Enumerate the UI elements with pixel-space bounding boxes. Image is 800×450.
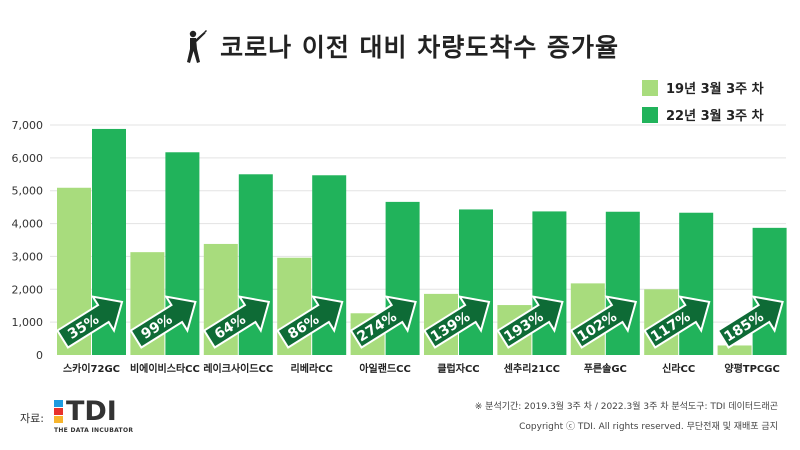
analysis-period-note: ※ 분석기간: 2019.3월 3주 차 / 2022.3월 3주 차 분석도구… (474, 402, 778, 412)
growth-arrow-shape (349, 295, 417, 349)
tdi-logo-bars-icon (53, 400, 63, 424)
x-tick-label: 센추리21CC (504, 362, 560, 375)
growth-arrow: 35% (55, 295, 124, 349)
x-tick-label: 비에이비스타CC (130, 362, 200, 375)
x-tick-label: 클럽자CC (437, 362, 479, 375)
legend-label-2022: 22년 3월 3주 차 (666, 109, 764, 124)
bar-2022 (679, 212, 714, 355)
bar-2022 (532, 211, 567, 355)
source-block: 자료: TDI THE DATA INCUBATOR (20, 396, 134, 435)
bar-2022 (752, 227, 787, 355)
y-tick-label: 6,000 (12, 152, 44, 165)
x-tick-label: 푸른솔GC (584, 362, 627, 375)
title-area: 코로나 이전 대비 차량도착수 증가율 (0, 28, 800, 64)
y-tick-label: 0 (36, 349, 43, 362)
x-tick-label: 스카이72GC (63, 362, 120, 375)
bar-2019 (717, 345, 752, 355)
footer-notes: ※ 분석기간: 2019.3월 3주 차 / 2022.3월 3주 차 분석도구… (475, 397, 778, 437)
y-tick-label: 7,000 (12, 119, 44, 132)
x-tick-label: 신라CC (662, 362, 695, 375)
growth-arrow-shape (129, 295, 197, 349)
y-tick-label: 4,000 (12, 218, 44, 231)
y-tick-label: 2,000 (12, 283, 44, 296)
legend: 19년 3월 3주 차 22년 3월 3주 차 (642, 78, 764, 132)
y-tick-label: 3,000 (12, 250, 44, 263)
y-tick-label: 1,000 (12, 316, 44, 329)
x-tick-label: 아일랜드CC (359, 362, 410, 375)
copyright-note: Copyright ⓒ TDI. All rights reserved. 무단… (519, 422, 778, 432)
y-tick-label: 5,000 (12, 185, 44, 198)
x-tick-label: 리베라CC (291, 362, 333, 375)
x-tick-label: 양평TPCGC (724, 362, 779, 375)
x-tick-label: 레이크사이드CC (203, 362, 273, 375)
growth-arrow-shape (276, 295, 344, 349)
tdi-logo-subtext: THE DATA INCUBATOR (53, 427, 134, 434)
growth-arrow-shape (55, 295, 124, 349)
bar-2022 (385, 201, 420, 355)
legend-label-2019: 19년 3월 3주 차 (666, 82, 764, 97)
legend-swatch-2019 (642, 79, 658, 96)
legend-item-2022: 22년 3월 3주 차 (642, 105, 764, 124)
tdi-logo-text: TDI (65, 396, 117, 427)
growth-arrow-shape (569, 295, 638, 349)
bar-2022 (605, 211, 640, 355)
growth-arrow-shape (643, 295, 711, 349)
golfer-icon (187, 30, 208, 63)
growth-arrow-shape (496, 295, 564, 349)
source-label: 자료: (20, 412, 44, 425)
growth-arrow-shape (202, 295, 271, 349)
growth-arrow-shape (422, 295, 491, 349)
bar-2022 (459, 209, 493, 355)
chart-title: 코로나 이전 대비 차량도착수 증가율 (220, 33, 619, 62)
legend-item-2019: 19년 3월 3주 차 (642, 78, 764, 97)
growth-arrow-shape (716, 295, 784, 349)
legend-swatch-2022 (642, 106, 658, 123)
tdi-logo: TDI THE DATA INCUBATOR (53, 396, 134, 434)
